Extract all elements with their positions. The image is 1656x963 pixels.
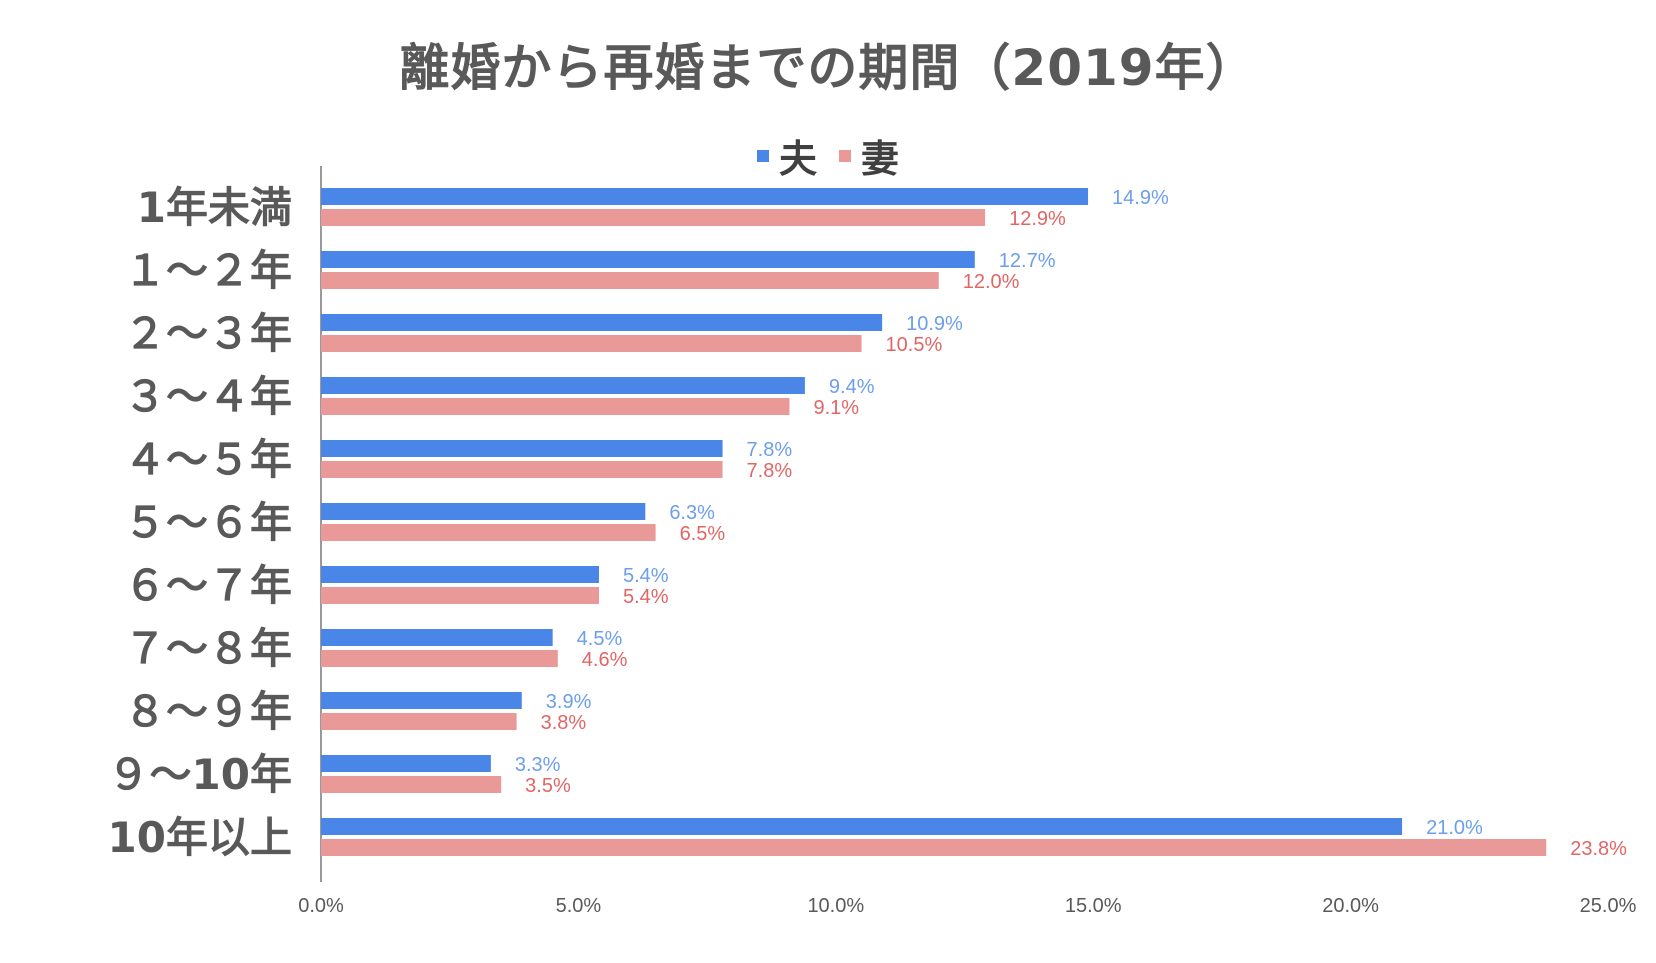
data-label-wife: 5.4% <box>623 586 669 608</box>
y-tick-label: ４～５年 <box>124 435 292 484</box>
y-tick-label: １～２年 <box>124 246 292 295</box>
data-label-wife: 12.9% <box>1009 208 1066 230</box>
bar-husband <box>321 440 723 457</box>
data-label-wife: 6.5% <box>680 523 726 545</box>
data-label-husband: 7.8% <box>747 439 793 461</box>
bar-wife <box>321 839 1547 856</box>
data-label-wife: 7.8% <box>747 460 793 482</box>
data-label-husband: 14.9% <box>1112 187 1169 209</box>
data-label-husband: 6.3% <box>669 502 715 524</box>
data-label-wife: 23.8% <box>1570 838 1627 860</box>
bar-husband <box>321 503 646 520</box>
bar-husband <box>321 377 805 394</box>
data-label-wife: 4.6% <box>582 649 628 671</box>
bar-husband <box>321 755 491 772</box>
data-label-husband: 3.9% <box>546 691 592 713</box>
x-tick-label: 10.0% <box>807 895 864 917</box>
bar-husband <box>321 692 522 709</box>
bar-husband <box>321 188 1089 205</box>
bar-wife <box>321 587 599 604</box>
legend-item-wife: 妻 <box>839 128 899 183</box>
legend-label-wife: 妻 <box>861 137 900 181</box>
bar-husband <box>321 314 883 331</box>
x-tick-label: 20.0% <box>1322 895 1379 917</box>
data-label-wife: 9.1% <box>813 397 859 419</box>
bar-husband <box>321 818 1403 835</box>
bar-wife <box>321 713 517 730</box>
bar-wife <box>321 272 939 289</box>
legend-swatch-husband <box>756 149 769 162</box>
bar-wife <box>321 335 862 352</box>
data-label-husband: 21.0% <box>1426 817 1483 839</box>
bar-wife <box>321 776 502 793</box>
x-tick-label: 25.0% <box>1580 895 1637 917</box>
data-label-husband: 9.4% <box>829 376 875 398</box>
y-tick-label: ３～４年 <box>124 372 292 421</box>
bar-wife <box>321 398 790 415</box>
data-label-husband: 12.7% <box>999 250 1056 272</box>
legend-label-husband: 夫 <box>778 137 817 181</box>
y-tick-label: ２～３年 <box>124 309 292 358</box>
y-tick-label: ８～９年 <box>124 687 292 736</box>
x-tick-label: 15.0% <box>1065 895 1122 917</box>
y-tick-label: ９～10年 <box>108 750 292 799</box>
bar-husband <box>321 629 553 646</box>
bar-wife <box>321 209 986 226</box>
legend-item-husband: 夫 <box>756 128 817 183</box>
data-label-wife: 3.5% <box>525 775 571 797</box>
bar-wife <box>321 650 558 667</box>
data-label-husband: 4.5% <box>577 628 623 650</box>
data-label-husband: 5.4% <box>623 565 669 587</box>
y-tick-label: ６～７年 <box>124 561 292 610</box>
chart-title: 離婚から再婚までの期間（2019年） <box>399 39 1257 97</box>
chart-legend: 夫 妻 <box>0 128 1656 183</box>
x-tick-label: 5.0% <box>556 895 602 917</box>
x-tick-label: 0.0% <box>298 895 344 917</box>
y-tick-label: 1年未満 <box>137 183 292 232</box>
bar-husband <box>321 566 599 583</box>
data-label-wife: 3.8% <box>541 712 587 734</box>
bar-husband <box>321 251 975 268</box>
y-tick-label: ７～８年 <box>124 624 292 673</box>
legend-swatch-wife <box>839 149 851 162</box>
bar-wife <box>321 524 656 541</box>
data-label-husband: 10.9% <box>906 313 963 335</box>
bar-wife <box>321 461 723 478</box>
data-label-husband: 3.3% <box>515 754 561 776</box>
y-tick-label: 10年以上 <box>108 813 292 862</box>
y-tick-label: ５～６年 <box>124 498 292 547</box>
data-label-wife: 10.5% <box>886 334 943 356</box>
data-label-wife: 12.0% <box>963 271 1020 293</box>
